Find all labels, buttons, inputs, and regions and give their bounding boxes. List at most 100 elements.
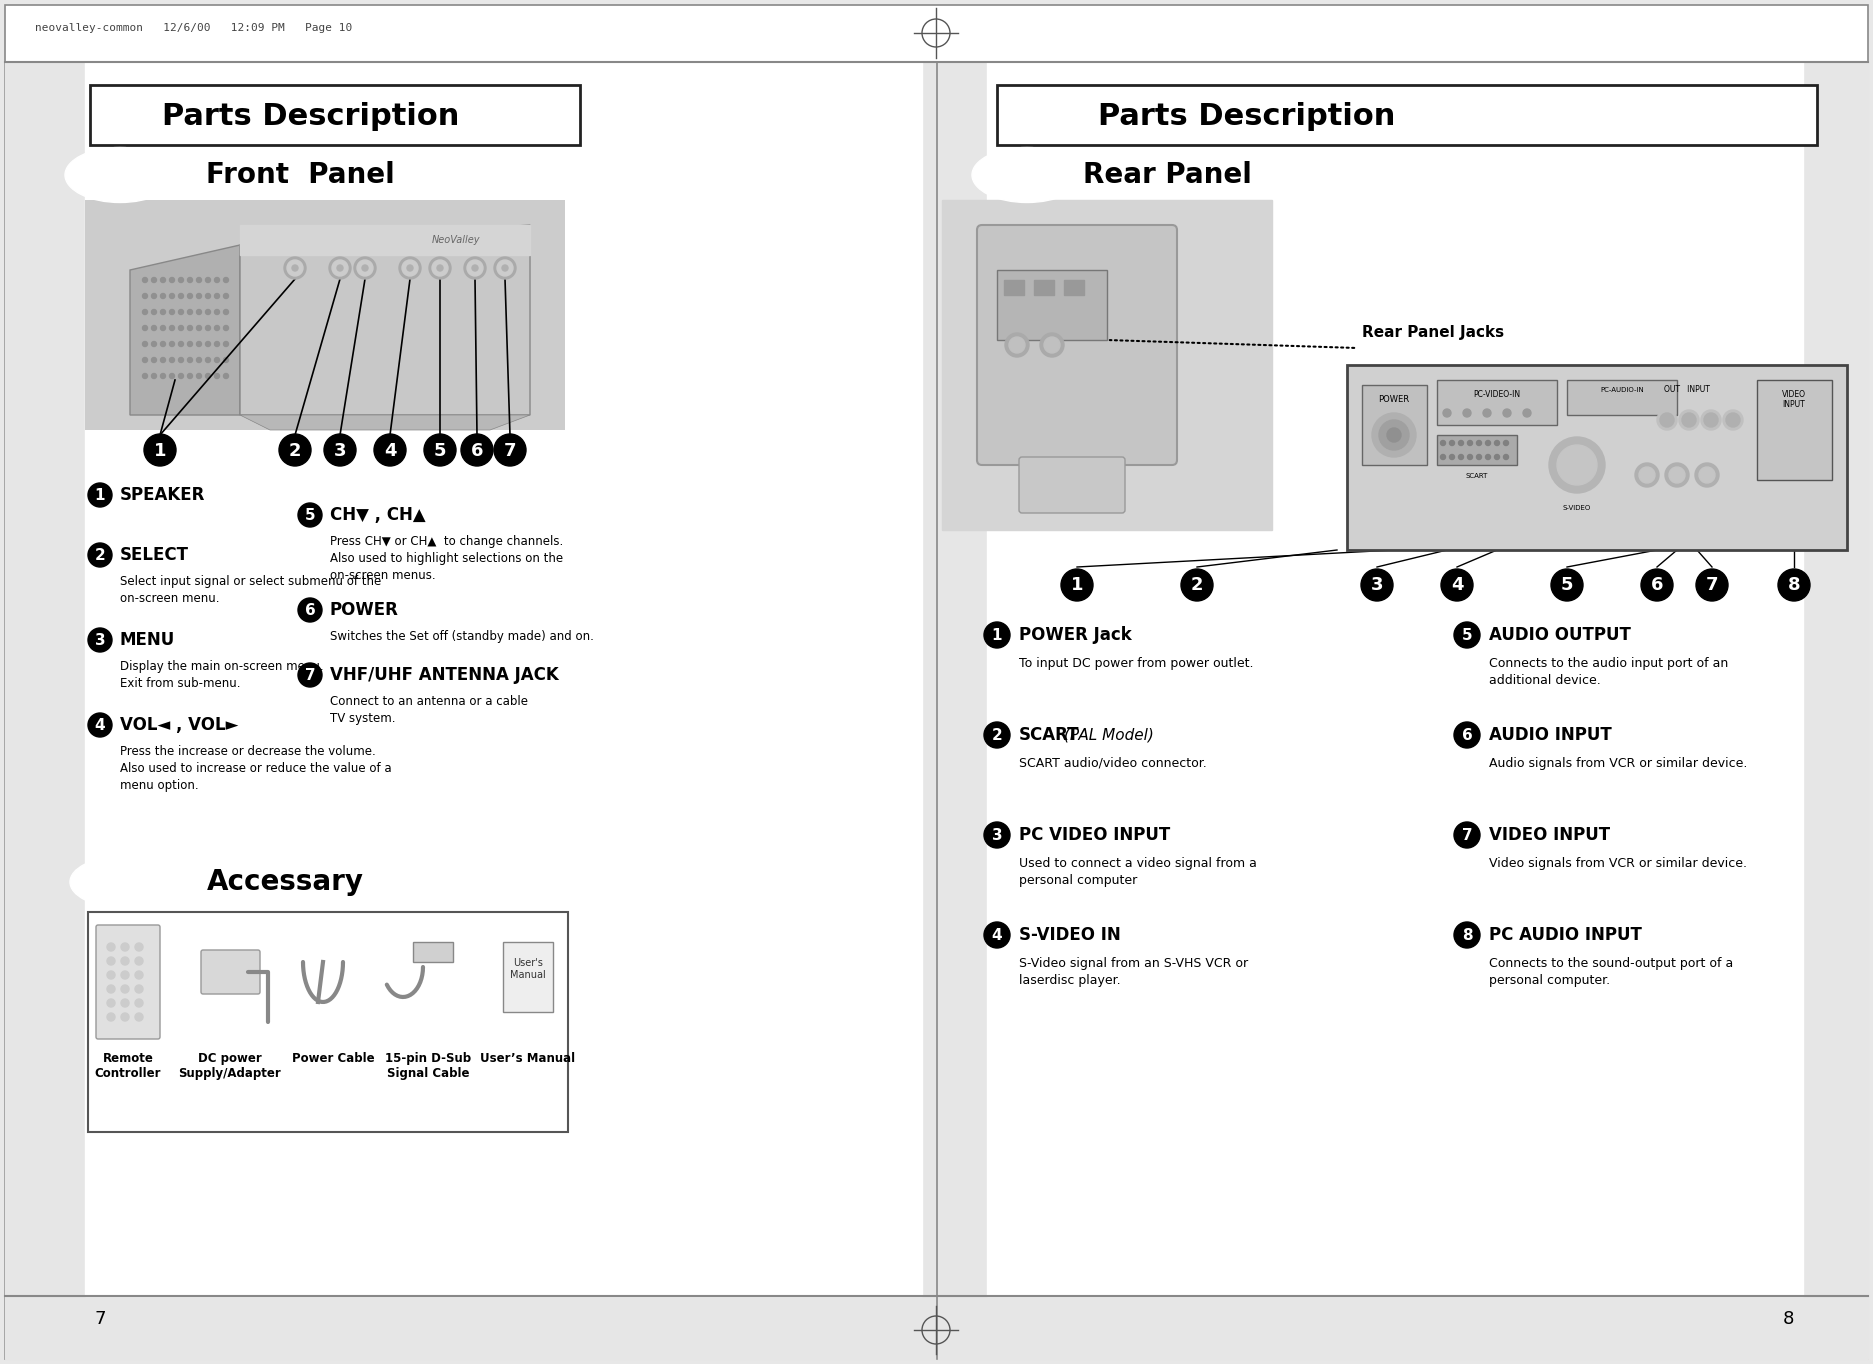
Circle shape <box>215 277 219 282</box>
Circle shape <box>187 326 193 330</box>
Text: SPEAKER: SPEAKER <box>120 486 206 505</box>
Circle shape <box>324 434 356 466</box>
Circle shape <box>88 483 112 507</box>
FancyBboxPatch shape <box>996 270 1107 340</box>
Circle shape <box>1459 441 1463 446</box>
Circle shape <box>494 256 515 280</box>
Circle shape <box>983 822 1010 848</box>
Circle shape <box>169 341 174 346</box>
Polygon shape <box>240 225 530 415</box>
Circle shape <box>1468 441 1472 446</box>
Text: neovalley-common   12/6/00   12:09 PM   Page 10: neovalley-common 12/6/00 12:09 PM Page 1… <box>36 23 352 33</box>
Text: POWER Jack: POWER Jack <box>1019 626 1131 644</box>
Bar <box>936 61 1867 1359</box>
Text: Display the main on-screen menu.
Exit from sub-menu.: Display the main on-screen menu. Exit fr… <box>120 660 324 690</box>
Circle shape <box>1010 337 1025 353</box>
Circle shape <box>215 357 219 363</box>
Circle shape <box>399 256 421 280</box>
Text: Rear Panel Jacks: Rear Panel Jacks <box>1362 325 1504 340</box>
Circle shape <box>223 326 229 330</box>
Circle shape <box>298 597 322 622</box>
Text: Press CH▼ or CH▲  to change channels.
Also used to highlight selections on the
o: Press CH▼ or CH▲ to change channels. Als… <box>330 535 564 582</box>
Circle shape <box>187 341 193 346</box>
Circle shape <box>983 922 1010 948</box>
Circle shape <box>1635 462 1659 487</box>
Circle shape <box>107 971 114 979</box>
Text: POWER: POWER <box>330 602 399 619</box>
Circle shape <box>197 293 202 299</box>
Circle shape <box>178 277 184 282</box>
Text: OUT   INPUT: OUT INPUT <box>1663 385 1710 394</box>
Circle shape <box>436 265 444 271</box>
FancyBboxPatch shape <box>1362 385 1427 465</box>
Circle shape <box>223 357 229 363</box>
Circle shape <box>161 341 165 346</box>
Circle shape <box>285 256 305 280</box>
Text: (PAL Model): (PAL Model) <box>1058 727 1154 742</box>
Text: To input DC power from power outlet.: To input DC power from power outlet. <box>1019 657 1253 670</box>
Circle shape <box>197 326 202 330</box>
Bar <box>84 61 922 1296</box>
Circle shape <box>1450 454 1455 460</box>
Text: Connect to an antenna or a cable
TV system.: Connect to an antenna or a cable TV syst… <box>330 696 528 726</box>
Circle shape <box>142 374 148 378</box>
Circle shape <box>1440 441 1446 446</box>
Circle shape <box>215 310 219 315</box>
Text: PC AUDIO INPUT: PC AUDIO INPUT <box>1489 926 1643 944</box>
Circle shape <box>152 326 157 330</box>
Text: 5: 5 <box>1461 627 1472 642</box>
Circle shape <box>1658 411 1676 430</box>
Circle shape <box>178 310 184 315</box>
Circle shape <box>122 1013 129 1022</box>
FancyBboxPatch shape <box>96 925 159 1039</box>
Circle shape <box>1659 413 1674 427</box>
Circle shape <box>472 265 478 271</box>
Circle shape <box>142 277 148 282</box>
Circle shape <box>135 943 142 951</box>
FancyBboxPatch shape <box>414 943 453 962</box>
Circle shape <box>107 985 114 993</box>
Circle shape <box>152 341 157 346</box>
Circle shape <box>375 434 406 466</box>
Circle shape <box>152 293 157 299</box>
Circle shape <box>1669 466 1686 483</box>
Text: Remote
Controller: Remote Controller <box>96 1052 161 1080</box>
Circle shape <box>223 293 229 299</box>
Text: 4: 4 <box>991 928 1002 943</box>
Circle shape <box>223 310 229 315</box>
Circle shape <box>1450 441 1455 446</box>
Circle shape <box>466 261 483 276</box>
Text: 8: 8 <box>1461 928 1472 943</box>
Text: SCART: SCART <box>1467 473 1489 479</box>
Text: 5: 5 <box>305 507 315 522</box>
Text: Parts Description: Parts Description <box>161 102 459 131</box>
Circle shape <box>169 310 174 315</box>
Circle shape <box>1682 413 1695 427</box>
Text: 6: 6 <box>470 442 483 460</box>
Text: 3: 3 <box>333 442 347 460</box>
Circle shape <box>197 357 202 363</box>
Circle shape <box>1362 569 1394 602</box>
Text: AUDIO INPUT: AUDIO INPUT <box>1489 726 1613 743</box>
Bar <box>987 61 1804 1296</box>
Text: 1: 1 <box>154 442 167 460</box>
Text: 3: 3 <box>1371 577 1384 595</box>
Text: S-Video signal from an S-VHS VCR or
laserdisc player.: S-Video signal from an S-VHS VCR or lase… <box>1019 958 1247 988</box>
Text: 1: 1 <box>96 488 105 503</box>
Circle shape <box>403 261 418 276</box>
Circle shape <box>330 256 350 280</box>
Text: User's
Manual: User's Manual <box>509 958 545 981</box>
Circle shape <box>206 326 210 330</box>
Text: 4: 4 <box>1452 577 1463 595</box>
Circle shape <box>135 971 142 979</box>
Text: 8: 8 <box>1787 577 1800 595</box>
Text: VIDEO
INPUT: VIDEO INPUT <box>1781 390 1806 409</box>
Circle shape <box>1723 411 1744 430</box>
Circle shape <box>494 434 526 466</box>
Circle shape <box>406 265 414 271</box>
Circle shape <box>983 722 1010 747</box>
Text: 5: 5 <box>435 442 446 460</box>
Circle shape <box>1556 445 1598 486</box>
Circle shape <box>197 277 202 282</box>
Circle shape <box>1678 411 1699 430</box>
